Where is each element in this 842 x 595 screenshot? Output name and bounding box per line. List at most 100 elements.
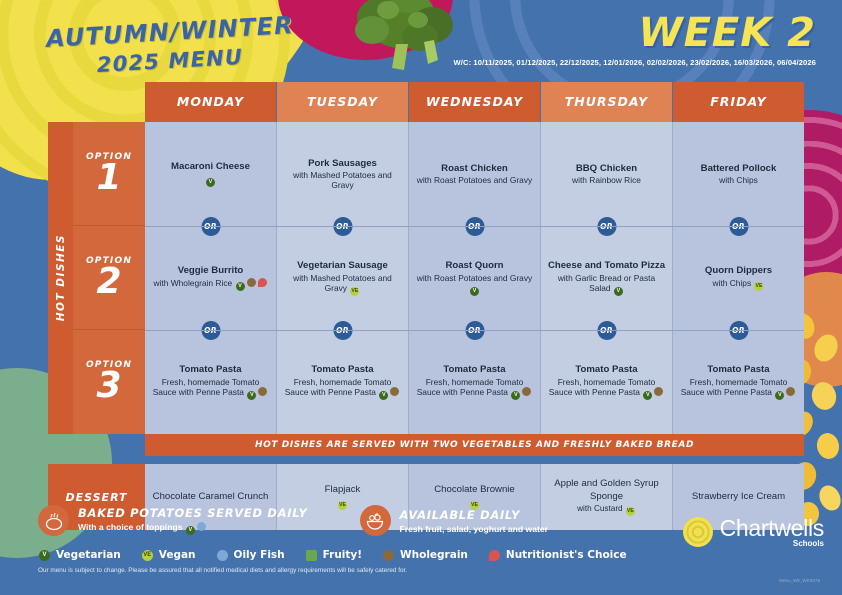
legend-item-oilyfish: Oily Fish [216,549,285,561]
vegetarian-icon: V [205,177,215,187]
dish-cell: OR Tomato Pasta Fresh, homemade Tomato Sau… [277,321,409,434]
dish-row-option-2: OR Veggie Burrito with Wholegrain Rice V OR… [145,217,804,330]
daily-offer-heading: BAKED POTATOES SERVED DAILY [78,506,308,520]
hot-dishes-banner: HOT DISHES ARE SERVED WITH TWO VEGETABLE… [145,434,804,456]
dish-name: Veggie Burrito [177,265,244,277]
dish-name: Battered Pollock [700,162,777,174]
oilyfish-icon [216,549,228,561]
dessert-name: Strawberry Ice Cream [691,490,786,502]
chartwells-logo-subtext: Schools [792,539,824,548]
dish-description: with Roast Potatoes and Gravy [416,175,533,186]
dish-row-option-3: OR Tomato Pasta Fresh, homemade Tomato Sau… [145,321,804,434]
wholegrain-icon [522,386,532,396]
vegetarian-icon: V [379,390,389,400]
baked-potato-icon [38,505,69,536]
dessert-name: Flapjack [324,484,361,496]
dish-name: Roast Chicken [441,162,508,174]
dish-name: Vegetarian Sausage [297,260,388,272]
dish-cell: OR Cheese and Tomato Pizza with Garlic Bre… [541,217,673,330]
vegan-icon: VE [337,500,347,510]
dietary-legend: V Vegetarian VE Vegan Oily Fish Fruity! Wholeg… [38,549,818,561]
week-commencing-dates: W/C: 10/11/2025, 01/12/2025, 22/12/2025,… [453,58,816,67]
dish-description: with Chips VE [712,277,764,291]
dish-name: Quorn Dippers [704,265,773,277]
dessert-cell: Chocolate Brownie VE [409,464,541,530]
dish-name: Tomato Pasta [707,364,770,376]
chartwells-spiral-icon [682,516,713,547]
day-header-tuesday: TUESDAY [277,82,409,122]
dish-cell: OR Tomato Pasta Fresh, homemade Tomato Sau… [409,321,541,434]
vegan-icon: VE [141,549,153,561]
daily-offer-description: With a choice of toppings V [78,522,308,535]
dish-name: Cheese and Tomato Pizza [547,260,666,272]
option-number: 3 [96,365,122,406]
vegan-icon: VE [350,286,360,296]
dessert-name: Apple and Golden Syrup Sponge [554,477,659,502]
dessert-cell: Chocolate Caramel Crunch [145,464,277,530]
option-word: OPTION [85,255,133,266]
menu-code: Menu_Wk_WK0275 [779,578,820,583]
legend-item-vegetarian: V Vegetarian [38,549,121,561]
dish-description: with Rainbow Rice [572,175,641,186]
option-label-3: OPTION 3 [73,330,145,434]
dish-description: with Chips [719,175,758,186]
wholegrain-icon [390,386,400,396]
vegetarian-icon: V [235,281,245,291]
dish-name: BBQ Chicken [575,162,638,174]
dessert-description: VE [434,497,515,510]
dish-cell: OR Tomato Pasta Fresh, homemade Tomato Sau… [145,321,277,434]
legend-label: Oily Fish [233,549,285,561]
chartwells-logo: Chartwells Schools [682,515,824,548]
dish-name: Tomato Pasta [311,364,374,376]
magenta-circle-top-decoration [278,0,453,60]
dish-description: with Mashed Potatoes and Gravy [293,170,392,191]
vegan-icon: VE [625,507,635,517]
daily-offers-row: BAKED POTATOES SERVED DAILY With a choice… [38,505,818,536]
dish-name: Tomato Pasta [179,364,242,376]
dish-name: Tomato Pasta [575,364,638,376]
wholegrain-icon [258,386,268,396]
legend-item-vegan: VE Vegan [141,549,196,561]
vegetarian-icon: V [613,286,623,296]
day-header-thursday: THURSDAY [541,82,673,122]
daily-offer-description: Fresh fruit, salad, yoghurt and water [399,523,549,534]
dessert-cell: Apple and Golden Syrup Sponge with Custar… [541,464,673,530]
dish-description: with Garlic Bread or Pasta Salad V [557,272,656,296]
dish-description: Fresh, homemade Tomato Sauce with Penne … [283,377,402,400]
dish-description: Fresh, homemade Tomato Sauce with Penne … [415,377,534,400]
legend-label: Fruity! [322,549,363,561]
wholegrain-icon [786,386,796,396]
nutritionist-icon [257,277,267,287]
week-label: WEEK 2 [638,10,816,56]
option-number: 2 [96,260,122,302]
dish-name: Macaroni Cheese [171,161,250,173]
oilyfish-icon [196,522,206,531]
daily-offer-item: AVAILABLE DAILY Fresh fruit, salad, yoghu… [359,505,549,536]
dish-icons: V [171,174,250,187]
or-divider [145,226,804,227]
broccoli-image [355,0,453,70]
vegetarian-icon: V [775,390,785,400]
or-divider [145,330,804,331]
dish-cell: Roast Chicken with Roast Potatoes and Gra… [409,122,541,226]
dessert-description: VE [325,497,361,510]
hot-dishes-label: HOT DISHES [48,122,73,434]
dish-description: Fresh, homemade Tomato Sauce with Penne … [547,377,666,400]
dish-cell: OR Veggie Burrito with Wholegrain Rice V [145,217,277,330]
dessert-description: with Custard VE [577,504,635,517]
dish-description: Fresh, homemade Tomato Sauce with Penne … [679,377,798,400]
dish-name: Tomato Pasta [443,364,506,376]
vegetarian-icon: V [511,390,521,400]
vegan-icon: VE [754,281,764,291]
dish-description: with Mashed Potatoes and Gravy VE [293,272,392,296]
vegetarian-icon: V [247,390,257,400]
vegetarian-icon: V [643,390,653,400]
dishes-grid: Macaroni Cheese V Pork Sausages with Mashed… [145,122,804,434]
dish-cell: OR Quorn Dippers with Chips VE [673,217,804,330]
vegetarian-icon: V [39,549,50,561]
option-word: OPTION [85,360,133,370]
option-labels-column: OPTION 1 OPTION 2 OPTION 3 [73,122,145,434]
fruity-icon [305,549,317,561]
dish-cell: OR Tomato Pasta Fresh, homemade Tomato Sau… [673,321,804,434]
legend-item-nutritionist: Nutritionist's Choice [488,549,627,561]
